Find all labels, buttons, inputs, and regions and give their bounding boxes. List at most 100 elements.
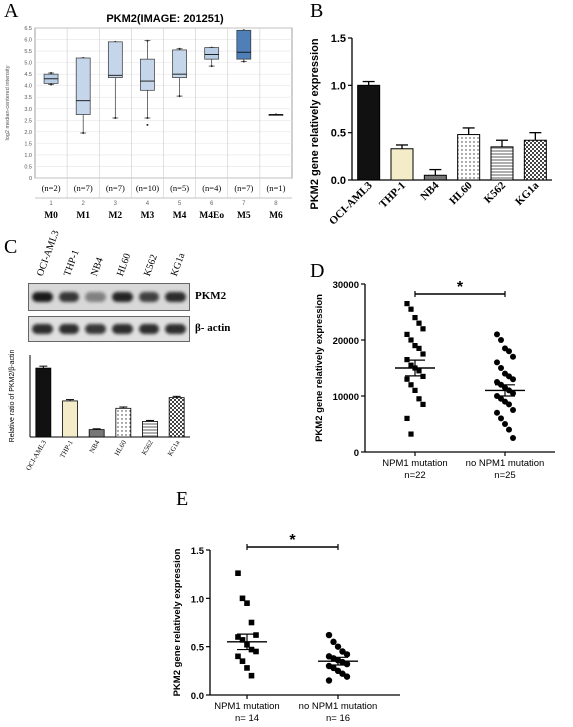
group-n-label: n= 14 bbox=[235, 713, 259, 724]
data-point bbox=[239, 595, 246, 602]
data-point bbox=[343, 651, 351, 658]
actin-band bbox=[138, 324, 160, 334]
min-point bbox=[242, 60, 245, 63]
significance-star: * bbox=[457, 279, 464, 296]
data-point bbox=[498, 337, 504, 343]
y-axis-label: log2 median-centered intensity bbox=[5, 65, 11, 140]
x-tick-label: HL60 bbox=[447, 179, 475, 207]
group-label: no NPM1 mutation bbox=[299, 701, 378, 712]
n-label: (n=7) bbox=[234, 183, 253, 193]
y-tick-label: 1.5 bbox=[24, 141, 32, 147]
min-point bbox=[114, 117, 117, 119]
y-tick-label: 6.5 bbox=[24, 26, 32, 32]
data-point bbox=[510, 407, 516, 413]
group-label: NPM1 mutation bbox=[214, 701, 279, 712]
actin-band bbox=[112, 324, 133, 334]
y-tick-label: 5.5 bbox=[24, 49, 32, 55]
data-point bbox=[416, 396, 422, 402]
y-tick-label: 3.5 bbox=[24, 95, 32, 101]
n-label: (n=7) bbox=[106, 183, 125, 193]
y-tick-label: 6.0 bbox=[24, 38, 32, 44]
y-axis-label: PKM2 gene relatively expression bbox=[314, 294, 325, 442]
blot-lane-label: NB4 bbox=[88, 256, 106, 278]
y-tick-label: 0.5 bbox=[191, 643, 205, 654]
data-point bbox=[253, 648, 259, 655]
bar-K562 bbox=[142, 421, 158, 438]
y-tick-label: 1.5 bbox=[331, 33, 346, 45]
blot-lane-label: OCI-AML3 bbox=[35, 229, 63, 278]
data-point bbox=[334, 643, 342, 650]
min-point bbox=[50, 83, 53, 86]
index-label: 1 bbox=[49, 201, 53, 207]
min-point bbox=[146, 117, 149, 119]
index-label: 7 bbox=[242, 201, 246, 207]
group-n-label: n=22 bbox=[404, 470, 425, 481]
y-tick-label: 0.0 bbox=[191, 691, 204, 702]
data-point bbox=[416, 320, 422, 326]
bar-chart-b: 0.0 0.5 1.0 1.5 PKM2 gene relatively express… bbox=[309, 33, 552, 227]
data-point bbox=[502, 421, 508, 427]
data-point bbox=[239, 658, 246, 664]
data-point bbox=[404, 331, 410, 337]
data-point bbox=[235, 570, 241, 576]
y-tick-label: 0 bbox=[354, 448, 359, 459]
pkm2-band bbox=[138, 292, 160, 302]
chart-title: PKM2(IMAGE: 201251) bbox=[106, 13, 224, 25]
x-tick-label: THP-1 bbox=[377, 180, 408, 211]
blot-lane-label: THP-1 bbox=[62, 248, 82, 278]
data-point bbox=[343, 673, 351, 680]
data-point bbox=[408, 362, 414, 368]
y-tick-label: 20000 bbox=[333, 336, 359, 347]
bar-KG1a bbox=[168, 397, 185, 438]
y-tick-label: 1.0 bbox=[331, 80, 346, 92]
index-label: 6 bbox=[210, 201, 214, 207]
group-label: NPM1 mutation bbox=[382, 458, 447, 469]
data-point bbox=[416, 368, 422, 374]
pkm2-blot bbox=[28, 283, 190, 311]
data-point bbox=[420, 351, 426, 357]
data-point bbox=[494, 409, 500, 416]
box-M3 bbox=[140, 58, 155, 91]
category-label: M4Eo bbox=[199, 211, 224, 221]
max-point bbox=[50, 72, 53, 74]
x-tick-label: HL60 bbox=[113, 439, 128, 458]
n-label: (n=1) bbox=[266, 183, 285, 193]
data-point bbox=[235, 653, 241, 660]
pkm2-band bbox=[32, 292, 53, 302]
category-label: M1 bbox=[76, 211, 90, 221]
n-label: (n=7) bbox=[74, 183, 93, 193]
y-tick-label: 5.0 bbox=[24, 61, 32, 67]
bar-OCI-AML3 bbox=[357, 84, 381, 181]
box-M2 bbox=[107, 41, 123, 78]
min-point bbox=[82, 132, 85, 134]
x-tick-label: THP-1 bbox=[58, 439, 75, 460]
n-label: (n=5) bbox=[170, 183, 189, 193]
data-point bbox=[408, 382, 414, 388]
data-point bbox=[420, 326, 426, 332]
y-tick-label: 0.5 bbox=[331, 128, 346, 140]
group-n-label: n= 16 bbox=[326, 713, 350, 724]
data-point bbox=[506, 401, 512, 408]
y-axis-label: Relative ratio of PKM2/β-actin bbox=[9, 350, 16, 443]
box-M4 bbox=[172, 49, 187, 78]
actin-band bbox=[85, 324, 106, 334]
y-tick-label: 10000 bbox=[333, 392, 359, 403]
data-point bbox=[412, 343, 418, 349]
data-point bbox=[325, 677, 333, 684]
data-point bbox=[248, 619, 255, 626]
blot-label-actin: β- actin bbox=[195, 322, 231, 334]
n-label: (n=4) bbox=[202, 183, 221, 193]
min-point bbox=[210, 65, 213, 68]
bar-THP-1 bbox=[390, 148, 414, 181]
blot-lane-label: HL60 bbox=[115, 252, 134, 278]
data-point bbox=[412, 387, 418, 393]
y-tick-label: 0.5 bbox=[24, 164, 32, 170]
panel-letter-a: A bbox=[4, 0, 19, 22]
category-label: M4 bbox=[173, 211, 187, 221]
blot-label-pkm2: PKM2 bbox=[195, 290, 227, 302]
n-label: (n=10) bbox=[136, 183, 159, 193]
data-point bbox=[325, 631, 333, 639]
blot-lane-label: K562 bbox=[142, 253, 160, 278]
actin-band bbox=[165, 324, 186, 334]
box-M4Eo bbox=[204, 47, 220, 60]
